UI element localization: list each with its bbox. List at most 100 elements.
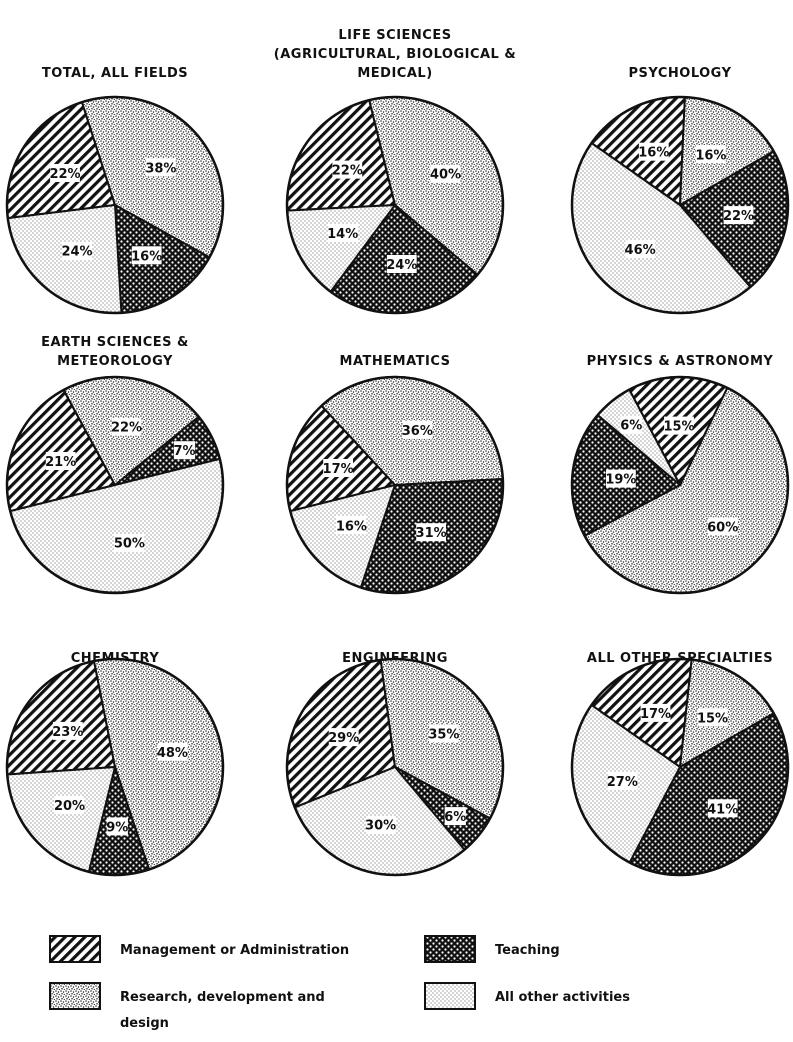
slice-percent-label: 30% xyxy=(365,819,396,834)
slice-label-background xyxy=(328,728,359,747)
slice-label-background xyxy=(111,417,142,436)
pie-chart-5: MATHEMATICS 17% 36% 31% 16% xyxy=(285,354,505,595)
pie-outline xyxy=(5,95,225,315)
slice-label-background xyxy=(723,206,754,225)
legend: Management or Administration Teaching Rese… xyxy=(49,935,630,1031)
slice-percent-label: 48% xyxy=(157,746,188,761)
slice-label-background xyxy=(173,441,196,460)
slice-percent-label: 22% xyxy=(332,164,363,179)
slice-label-background xyxy=(336,516,367,535)
slice-label-background xyxy=(606,469,636,488)
slice-label-background xyxy=(697,708,728,727)
slice-percent-label: 7% xyxy=(173,444,195,459)
slice-label-background xyxy=(157,742,188,761)
slice-percent-label: 22% xyxy=(49,167,80,182)
slice-percent-label: 6% xyxy=(620,418,642,433)
pie-chart-4: EARTH SCIENCES & METEOROLOGY 21% 22% 7% 50% xyxy=(5,335,225,595)
slice-label-background xyxy=(323,459,353,477)
slice-percent-label: 17% xyxy=(640,707,671,722)
pie-outline xyxy=(570,657,790,877)
slice-label-background xyxy=(429,724,459,743)
slice-percent-label: 22% xyxy=(723,209,754,224)
pie-outline xyxy=(5,657,225,877)
slice-label-background xyxy=(45,452,76,470)
slice-percent-label: 23% xyxy=(52,725,83,740)
pie-outline xyxy=(570,375,790,595)
slice-percent-label: 14% xyxy=(327,227,358,242)
slice-percent-label: 40% xyxy=(430,168,461,183)
slice-percent-label: 21% xyxy=(45,455,76,470)
slice-percent-label: 41% xyxy=(707,802,738,817)
slice-label-background xyxy=(62,241,92,260)
chart-title-line: PSYCHOLOGY xyxy=(629,66,732,81)
pie-outline xyxy=(570,95,790,315)
slice-percent-label: 15% xyxy=(663,420,694,435)
chart-title-line: (AGRICULTURAL, BIOLOGICAL & xyxy=(274,47,516,62)
slice-label-background xyxy=(327,224,358,243)
slice-percent-label: 50% xyxy=(114,537,145,552)
legend-item-management: Management or Administration xyxy=(49,935,349,963)
chart-title-line: MEDICAL) xyxy=(357,66,432,81)
slice-percent-label: 9% xyxy=(106,820,128,835)
slice-percent-label: 27% xyxy=(607,775,638,790)
chart-title-line: METEOROLOGY xyxy=(57,354,173,369)
legend-label: Management or Administration xyxy=(120,943,349,958)
slice-label-background xyxy=(707,517,738,536)
slice-label-background xyxy=(444,807,466,826)
slice-percent-label: 24% xyxy=(61,245,92,260)
legend-item-other: All other activities xyxy=(424,982,630,1010)
slice-label-background xyxy=(640,703,671,722)
legend-item-teaching: Teaching xyxy=(424,935,560,963)
slice-percent-label: 46% xyxy=(625,243,656,258)
legend-swatch-research xyxy=(49,982,101,1010)
chart-title-line: TOTAL, ALL FIELDS xyxy=(42,66,188,81)
slice-label-background xyxy=(54,796,85,815)
slice-percent-label: 16% xyxy=(638,146,669,161)
slice-percent-label: 19% xyxy=(605,473,636,488)
slice-percent-label: 29% xyxy=(328,731,359,746)
slice-label-background xyxy=(664,416,694,435)
slice-percent-label: 16% xyxy=(131,249,162,264)
slice-percent-label: 36% xyxy=(402,424,433,439)
slice-label-background xyxy=(52,721,83,740)
pie-outline xyxy=(285,657,505,877)
pie-chart-1: TOTAL, ALL FIELDS 22% 38% 16% 24% xyxy=(5,66,225,315)
legend-label: All other activities xyxy=(495,990,630,1005)
chart-title-line: EARTH SCIENCES & xyxy=(41,335,189,350)
slice-percent-label: 6% xyxy=(444,810,466,825)
slice-label-background xyxy=(131,246,162,265)
pie-chart-8: ENGINEERING29%35%6%30% xyxy=(285,651,505,877)
slice-percent-label: 17% xyxy=(323,462,354,477)
legend-label: Teaching xyxy=(495,943,560,958)
slice-percent-label: 16% xyxy=(336,519,367,534)
slice-percent-label: 35% xyxy=(428,727,459,742)
slice-label-background xyxy=(114,533,145,552)
slice-label-background xyxy=(386,255,417,273)
slice-percent-label: 15% xyxy=(697,711,728,726)
slice-percent-label: 16% xyxy=(695,148,726,163)
legend-label: design xyxy=(120,1016,169,1031)
slice-label-background xyxy=(146,158,176,177)
legend-swatch-teaching xyxy=(424,935,476,963)
legend-item-research: Research, development and design xyxy=(49,982,325,1031)
legend-swatch-other xyxy=(424,982,476,1010)
slice-label-background xyxy=(332,160,363,179)
slice-label-background xyxy=(416,523,446,542)
slice-label-background xyxy=(625,240,655,258)
slice-label-background xyxy=(106,817,128,836)
slice-label-background xyxy=(638,142,669,161)
pie-chart-7: CHEMISTRY23%48%9%20% xyxy=(5,651,225,877)
chart-title-line: PHYSICS & ASTRONOMY xyxy=(587,354,774,369)
pie-outline xyxy=(285,375,505,595)
pie-outline xyxy=(285,95,505,315)
slice-label-background xyxy=(50,164,80,182)
slice-label-background xyxy=(707,799,738,818)
slice-percent-label: 31% xyxy=(416,526,447,541)
slice-label-background xyxy=(402,420,433,439)
slice-percent-label: 20% xyxy=(54,799,85,814)
slice-label-background xyxy=(365,815,396,834)
slice-label-background xyxy=(620,415,642,434)
slice-label-background xyxy=(430,164,461,183)
